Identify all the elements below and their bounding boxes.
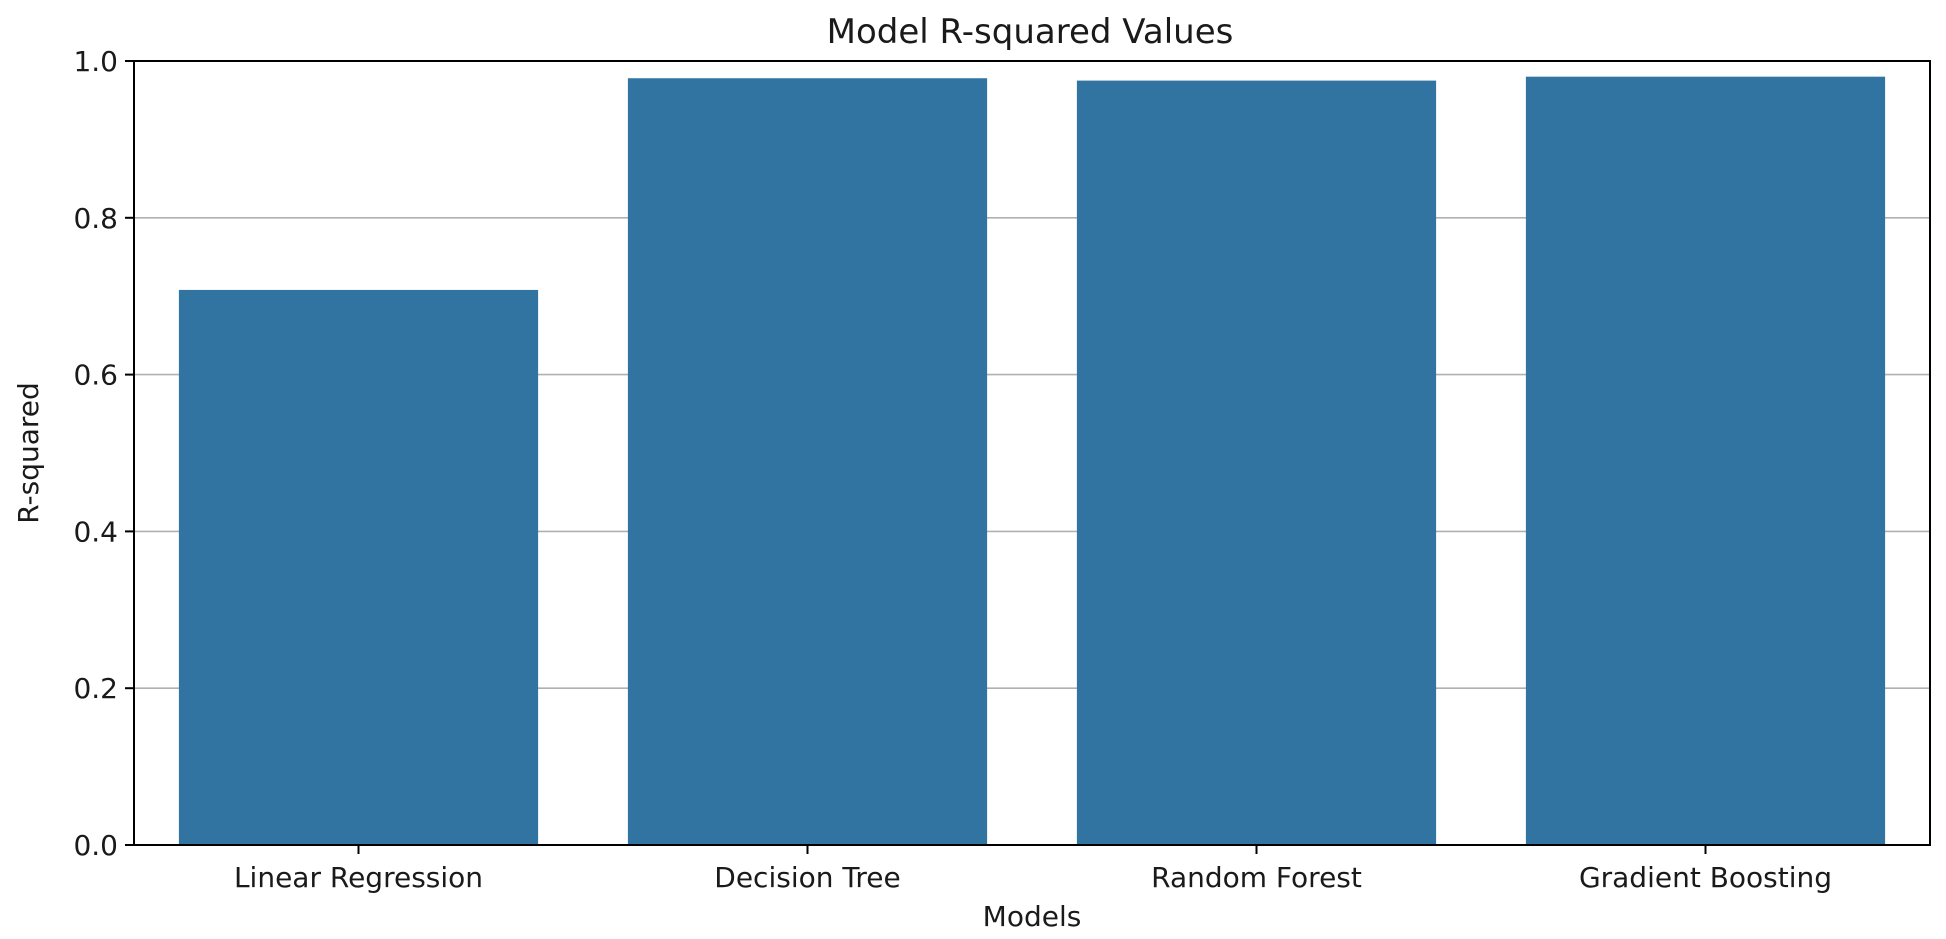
y-tick-label: 0.2 xyxy=(73,672,118,705)
plot-frame xyxy=(133,60,1931,846)
x-axis-ticks: Linear Regression Decision Tree Random For… xyxy=(234,845,1832,894)
y-tick-label: 0.0 xyxy=(73,829,118,862)
y-tick-label: 1.0 xyxy=(73,45,118,78)
x-tick-label: Gradient Boosting xyxy=(1579,861,1832,894)
bar-linear-regression xyxy=(178,289,539,846)
y-axis-title: R-squared xyxy=(12,382,45,524)
bar-random-forest xyxy=(1076,80,1437,846)
x-tick-label: Linear Regression xyxy=(234,861,483,894)
bar-gradient-boosting xyxy=(1525,76,1886,846)
x-tick-label: Random Forest xyxy=(1151,861,1362,894)
bars xyxy=(178,76,1886,846)
y-tick-label: 0.6 xyxy=(73,359,118,392)
x-tick-label: Decision Tree xyxy=(714,861,900,894)
y-axis-ticks: 0.0 0.2 0.4 0.6 0.8 1.0 xyxy=(73,45,134,862)
y-tick-label: 0.8 xyxy=(73,202,118,235)
x-axis-title: Models xyxy=(983,900,1082,933)
y-tick-label: 0.4 xyxy=(73,515,118,548)
bar-decision-tree xyxy=(627,78,988,846)
chart-title: Model R-squared Values xyxy=(827,12,1234,52)
